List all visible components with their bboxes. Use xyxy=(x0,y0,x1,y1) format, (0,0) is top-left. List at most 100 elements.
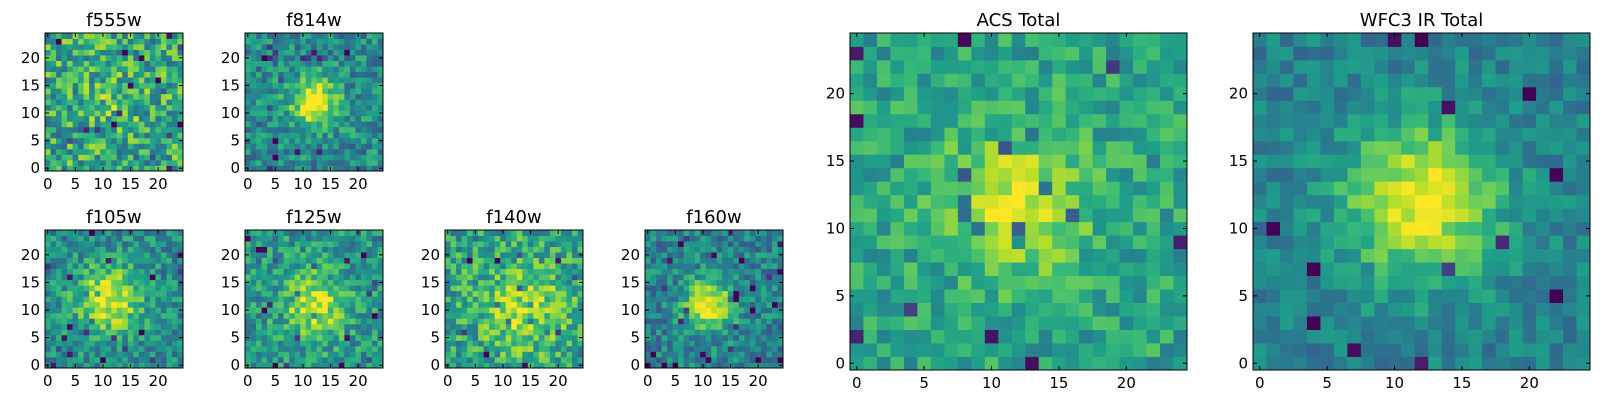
heatmap-cell xyxy=(155,143,162,150)
heatmap-cell xyxy=(160,334,167,341)
heatmap-cell xyxy=(138,290,145,297)
heatmap-cell xyxy=(160,230,167,236)
heatmap-cell xyxy=(1079,356,1094,371)
heatmap-cell xyxy=(250,66,257,73)
heatmap-cell xyxy=(261,38,268,45)
heatmap-cell xyxy=(89,137,96,144)
heatmap-cell xyxy=(177,154,184,161)
heatmap-cell xyxy=(133,44,140,50)
heatmap-cell xyxy=(672,307,679,314)
heatmap-cell xyxy=(711,362,718,369)
heatmap-cell xyxy=(722,312,729,319)
heatmap-cell xyxy=(160,165,167,172)
heatmap-cell xyxy=(1509,302,1523,317)
heatmap-cell xyxy=(89,290,96,297)
heatmap-cell xyxy=(456,307,462,314)
heatmap-cell xyxy=(311,246,318,253)
heatmap-cell xyxy=(705,290,712,297)
heatmap-cell xyxy=(672,235,679,242)
heatmap-cell xyxy=(749,356,756,363)
heatmap-cell xyxy=(149,154,156,161)
heatmap-cell xyxy=(333,345,340,352)
heatmap-cell xyxy=(250,235,257,242)
heatmap-cell xyxy=(1360,167,1375,182)
heatmap-cell xyxy=(577,351,584,358)
heatmap-cell xyxy=(61,44,68,50)
heatmap-cell xyxy=(100,274,107,281)
heatmap-cell xyxy=(250,296,257,303)
heatmap-cell xyxy=(311,93,318,100)
heatmap-cell xyxy=(650,312,657,319)
heatmap-cell xyxy=(316,121,323,128)
heatmap-cell xyxy=(944,113,959,128)
heatmap-cell xyxy=(450,252,457,258)
heatmap-cell xyxy=(1536,248,1550,263)
heatmap-cell xyxy=(1052,262,1067,277)
heatmap-cell xyxy=(472,285,479,292)
heatmap-cell xyxy=(577,329,584,336)
heatmap-cell xyxy=(133,345,140,352)
heatmap-cell xyxy=(72,257,79,264)
heatmap-cell xyxy=(278,241,285,247)
heatmap-cell xyxy=(311,99,318,106)
heatmap-cell xyxy=(461,235,468,242)
heatmap-cell xyxy=(957,329,972,344)
heatmap-cell xyxy=(549,351,556,358)
heatmap-cell xyxy=(338,268,345,275)
heatmap-cell xyxy=(355,241,362,247)
heatmap-cell xyxy=(377,241,384,247)
heatmap-cell xyxy=(171,274,178,281)
heatmap-cell xyxy=(67,33,73,39)
heatmap-cell xyxy=(876,248,891,263)
heatmap-cell xyxy=(371,126,378,133)
heatmap-cell xyxy=(483,307,490,314)
heatmap-cell xyxy=(83,268,90,275)
heatmap-cell xyxy=(1495,329,1510,344)
heatmap-cell xyxy=(1079,329,1094,344)
heatmap-cell xyxy=(1347,343,1362,357)
heatmap-cell xyxy=(89,362,96,369)
heatmap-cell xyxy=(305,165,312,172)
heatmap-cell xyxy=(1536,235,1550,250)
heatmap-cell xyxy=(522,345,529,352)
heatmap-cell xyxy=(116,126,123,133)
heatmap-cell xyxy=(278,110,285,117)
heatmap-cell xyxy=(50,88,57,95)
heatmap-cell xyxy=(133,241,140,247)
heatmap-cell xyxy=(766,351,773,358)
heatmap-cell xyxy=(344,126,351,133)
heatmap-cell xyxy=(500,318,507,325)
heatmap-cell xyxy=(50,312,57,319)
heatmap-cell xyxy=(1509,275,1523,290)
heatmap-cell xyxy=(549,334,556,341)
heatmap-cell xyxy=(656,252,662,258)
heatmap-cell xyxy=(1160,221,1174,236)
heatmap-cell xyxy=(549,230,556,236)
heatmap-cell xyxy=(998,248,1013,263)
heatmap-cell xyxy=(483,257,490,264)
heatmap-cell xyxy=(1333,356,1348,371)
heatmap-cell xyxy=(349,362,356,369)
heatmap-cell xyxy=(700,290,707,297)
heatmap-cell xyxy=(577,290,584,297)
heatmap-cell xyxy=(722,235,729,242)
heatmap-cell xyxy=(522,318,529,325)
heatmap-cell xyxy=(456,356,462,363)
heatmap-cell xyxy=(366,252,373,258)
heatmap-cell xyxy=(122,165,129,172)
heatmap-cell xyxy=(1092,194,1107,209)
heatmap-cell xyxy=(122,230,129,236)
heatmap-cell xyxy=(67,241,73,247)
heatmap-cell xyxy=(94,121,101,128)
heatmap-cell xyxy=(360,159,367,166)
heatmap-cell xyxy=(300,121,307,128)
heatmap-cell xyxy=(1266,208,1281,223)
heatmap-cell xyxy=(527,323,534,330)
heatmap-cell xyxy=(144,115,151,122)
heatmap-cell xyxy=(1011,113,1026,128)
heatmap-cell xyxy=(133,110,140,117)
heatmap-cell xyxy=(138,296,145,303)
heatmap-cell xyxy=(289,329,296,336)
heatmap-cell xyxy=(160,143,167,150)
heatmap-cell xyxy=(566,323,573,330)
